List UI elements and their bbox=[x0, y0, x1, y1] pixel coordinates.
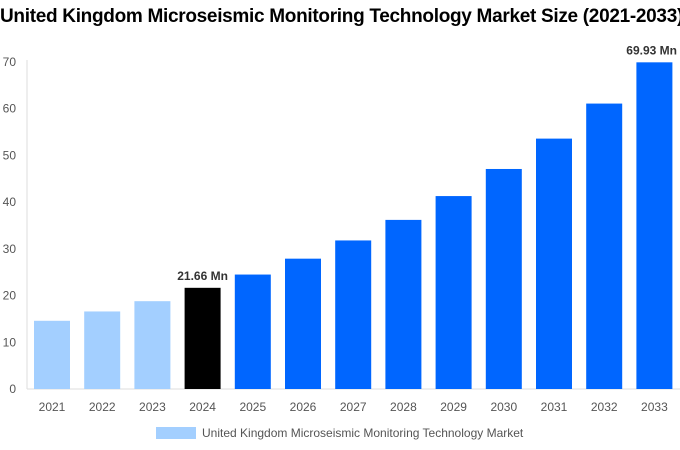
y-tick-label: 50 bbox=[3, 148, 17, 162]
y-tick-label: 0 bbox=[9, 382, 16, 396]
bar-2026 bbox=[285, 258, 321, 389]
x-tick-label: 2024 bbox=[189, 400, 216, 414]
bar-2030 bbox=[485, 168, 522, 389]
bar-2033 bbox=[636, 62, 673, 390]
legend: United Kingdom Microseismic Monitoring T… bbox=[156, 426, 523, 440]
x-tick-label: 2032 bbox=[591, 400, 618, 414]
chart-title: United Kingdom Microseismic Monitoring T… bbox=[0, 6, 680, 27]
bar-2022 bbox=[84, 311, 121, 389]
bar-2025 bbox=[234, 274, 271, 389]
x-tick-label: 2031 bbox=[541, 400, 568, 414]
y-tick-label: 70 bbox=[3, 55, 17, 69]
x-tick-label: 2025 bbox=[239, 400, 266, 414]
bar-2031 bbox=[536, 138, 572, 389]
bar-2032 bbox=[586, 103, 623, 389]
x-tick-label: 2022 bbox=[89, 400, 116, 414]
bar-2023 bbox=[134, 301, 171, 389]
x-tick-label: 2033 bbox=[641, 400, 668, 414]
y-tick-label: 60 bbox=[3, 102, 17, 116]
legend-swatch bbox=[156, 427, 196, 439]
bar-2021 bbox=[34, 320, 70, 389]
x-tick-label: 2028 bbox=[390, 400, 417, 414]
bar-2029 bbox=[435, 196, 472, 389]
bar-2028 bbox=[385, 219, 422, 389]
data-label: 21.66 Mn bbox=[177, 269, 228, 283]
x-tick-label: 2030 bbox=[490, 400, 517, 414]
x-tick-label: 2029 bbox=[440, 400, 467, 414]
bar-2024 bbox=[184, 287, 221, 389]
y-tick-label: 10 bbox=[3, 335, 17, 349]
y-tick-label: 40 bbox=[3, 195, 17, 209]
x-tick-label: 2027 bbox=[340, 400, 367, 414]
legend-label: United Kingdom Microseismic Monitoring T… bbox=[202, 426, 524, 440]
y-tick-label: 20 bbox=[3, 289, 17, 303]
x-tick-label: 2021 bbox=[39, 400, 66, 414]
x-tick-label: 2023 bbox=[139, 400, 166, 414]
bar-2027 bbox=[335, 240, 372, 389]
x-tick-label: 2026 bbox=[290, 400, 317, 414]
y-tick-label: 30 bbox=[3, 242, 17, 256]
data-label: 69.93 Mn bbox=[626, 43, 677, 57]
